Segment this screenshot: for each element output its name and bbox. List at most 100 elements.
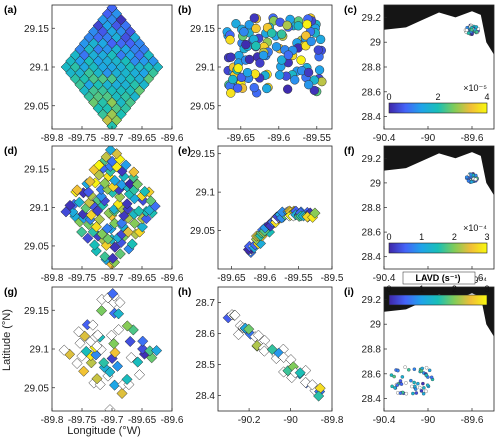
panel-c: -90.4 -90 -89.6 28.4 28.6 28.8 29 29.2 (c) 0 2 4×10… (344, 4, 495, 144)
data-point (100, 151, 112, 163)
data-point (122, 226, 134, 238)
data-point (239, 27, 249, 37)
y-tick-label: 28.4 (362, 252, 382, 263)
y-tick-label: 29.15 (24, 24, 49, 35)
data-point (76, 226, 88, 238)
colorbar-tick-label: 0 (386, 232, 391, 242)
data-point (132, 356, 144, 368)
data-point (114, 297, 126, 309)
x-tick-label: -89.55 (303, 133, 332, 144)
colorbar-tick-label: 1 (419, 232, 424, 242)
data-point (309, 207, 321, 219)
data-point (112, 198, 124, 210)
y-tick-label: 29.05 (190, 226, 215, 237)
x-tick-label: -90.4 (373, 273, 396, 284)
data-point (469, 180, 474, 184)
data-point (410, 384, 414, 389)
data-point (262, 83, 272, 94)
x-tick-label: -89.75 (68, 133, 97, 144)
marks-f (384, 146, 494, 196)
panel-b: -89.65 -89.6 -89.55 29.05 29.1 29.15 (b) (178, 4, 333, 144)
data-point (85, 357, 97, 369)
data-point (313, 390, 325, 402)
data-point (78, 365, 90, 377)
data-point (466, 179, 471, 183)
y-tick-label: 29.05 (24, 241, 49, 252)
data-point (242, 67, 253, 78)
x-tick-label: -89.6 (267, 133, 290, 144)
y-tick-label: 28.4 (362, 394, 382, 405)
data-point (306, 36, 316, 47)
data-point (425, 383, 430, 387)
data-point (421, 381, 425, 386)
data-point (121, 198, 133, 210)
data-point (225, 35, 235, 45)
data-point (114, 248, 126, 260)
x-axis-label: Longitude (°W) (67, 425, 141, 437)
data-point (71, 357, 83, 369)
data-point (229, 309, 241, 321)
data-point (102, 233, 114, 245)
x-tick-label: -89.6 (161, 415, 184, 426)
data-point (427, 368, 432, 373)
data-point (133, 369, 146, 381)
y-tick-label: 28.8 (362, 345, 382, 356)
data-point (104, 146, 117, 156)
data-point (412, 380, 416, 385)
y-axis-label: Latitude (°N) (1, 309, 13, 371)
x-tick-label: -89.6 (161, 273, 184, 284)
y-tick-label: 28.4 (196, 391, 216, 402)
data-point (91, 373, 103, 385)
data-point (93, 159, 105, 171)
data-point (137, 335, 149, 347)
data-point (296, 55, 306, 65)
data-point (58, 344, 70, 356)
x-tick-label: -89.65 (128, 133, 157, 144)
panel-label: (d) (4, 145, 17, 157)
data-point (87, 319, 99, 331)
data-point (466, 31, 471, 35)
data-point (114, 191, 126, 203)
data-point (412, 367, 417, 371)
data-point (95, 190, 107, 202)
data-point (93, 213, 106, 225)
panel-label: (c) (344, 4, 357, 16)
data-point (414, 391, 419, 395)
x-tick-label: -89.7 (101, 273, 124, 284)
data-point (474, 173, 478, 178)
data-point (309, 85, 319, 96)
panel-label: (b) (178, 4, 191, 16)
data-point (113, 308, 125, 320)
data-point (396, 368, 400, 373)
data-point (277, 29, 287, 39)
y-tick-label: 28.6 (362, 87, 382, 98)
data-point (231, 19, 241, 29)
data-point (140, 213, 152, 225)
data-point (290, 75, 300, 85)
data-point (469, 28, 474, 32)
data-point (251, 41, 261, 51)
colorbar-tick-label: 2 (452, 284, 457, 294)
data-point (258, 50, 269, 61)
x-tick-label: -90.4 (373, 415, 396, 426)
marks-d (60, 146, 161, 269)
data-point (465, 28, 469, 32)
data-point (303, 67, 314, 78)
data-point (99, 177, 111, 189)
data-point (302, 19, 312, 29)
panel-g: -89.8 -89.75 -89.7 -89.65 -89.6 29.05 29.1 29.1… (4, 286, 184, 426)
y-tick-label: 29 (370, 178, 382, 189)
x-tick-label: -89.6 (461, 133, 484, 144)
marks-e (242, 205, 321, 259)
data-point (317, 76, 327, 87)
panel-label: (i) (344, 286, 354, 298)
panel-label: (f) (344, 145, 355, 157)
y-tick-label: 29.05 (24, 383, 49, 394)
data-point (82, 232, 94, 244)
data-point (105, 329, 117, 341)
data-point (424, 373, 429, 377)
data-point (109, 241, 121, 253)
y-tick-label: 29.1 (30, 345, 50, 356)
x-tick-label: -90 (283, 415, 298, 426)
